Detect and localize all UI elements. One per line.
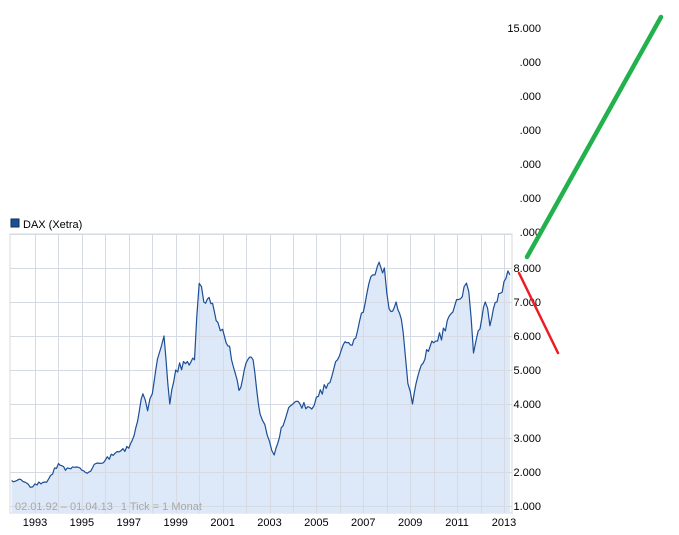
- y-axis-label: 1.000: [513, 501, 541, 513]
- price-area: [11, 262, 510, 513]
- y-axis-label: .000: [520, 91, 541, 103]
- x-axis-label: 1999: [163, 517, 187, 529]
- x-axis-label: 2007: [351, 517, 375, 529]
- y-axis-label: .000: [520, 57, 541, 69]
- x-axis-label: 2013: [492, 517, 516, 529]
- x-axis-labels: 1993 1995 1997 1999 2001 2003 2005 2007 2009 2011…: [23, 517, 516, 529]
- x-axis-label: 2001: [210, 517, 234, 529]
- tick-info: 1 Tick = 1 Monat: [121, 501, 202, 513]
- y-axis-label: .000: [520, 159, 541, 171]
- y-axis-label: 15.000: [507, 23, 541, 35]
- x-axis-label: 2009: [398, 517, 422, 529]
- green-projection-line: [524, 14, 664, 260]
- y-axis-labels: 15.000.000.000.000.000.000.0008.0007.000…: [507, 23, 541, 513]
- legend: DAX (Xetra): [10, 218, 82, 231]
- x-axis-label: 1997: [117, 517, 141, 529]
- date-range: 02.01.92 – 01.04.13: [15, 501, 113, 513]
- grid-lines: [10, 234, 512, 513]
- y-axis-label: 8.000: [513, 263, 541, 275]
- y-axis-label: 3.000: [513, 433, 541, 445]
- legend-swatch: [10, 218, 20, 228]
- x-axis-label: 2005: [304, 517, 328, 529]
- y-axis-label: 6.000: [513, 331, 541, 343]
- x-axis-label: 1993: [23, 517, 47, 529]
- price-line: [11, 261, 511, 488]
- red-projection-line: [517, 271, 560, 355]
- x-axis-label: 1995: [70, 517, 94, 529]
- y-axis-label: 4.000: [513, 399, 541, 411]
- y-axis-label: .000: [520, 193, 541, 205]
- legend-label: DAX (Xetra): [23, 219, 82, 231]
- y-axis-label: 2.000: [513, 467, 541, 479]
- y-axis-label: 5.000: [513, 365, 541, 377]
- x-axis-label: 2003: [257, 517, 281, 529]
- y-axis-label: .000: [520, 125, 541, 137]
- date-range-info: 02.01.92 – 01.04.13 1 Tick = 1 Monat: [15, 501, 202, 513]
- x-axis-label: 2011: [445, 517, 469, 529]
- y-axis-label: .000: [520, 227, 541, 239]
